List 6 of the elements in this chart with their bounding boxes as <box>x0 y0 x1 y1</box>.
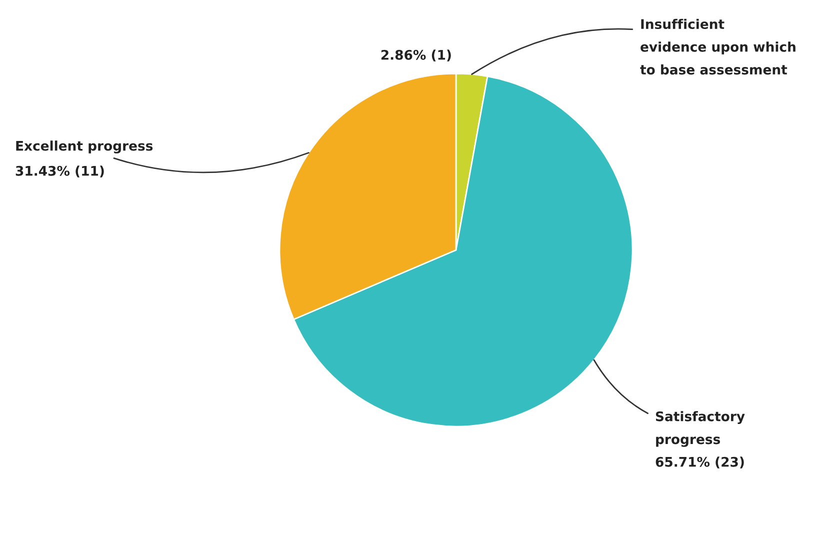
data-label: 31.43% (11) <box>16 166 104 178</box>
slice-label: Excellent progress <box>16 140 153 154</box>
data-label: 65.71% (23) <box>656 456 744 468</box>
data-label: 2.86% (1) <box>381 50 451 62</box>
slice-label: Satisfactory progress <box>656 411 745 447</box>
slice-label: Insufficient evidence upon which to base assessment <box>640 18 796 75</box>
